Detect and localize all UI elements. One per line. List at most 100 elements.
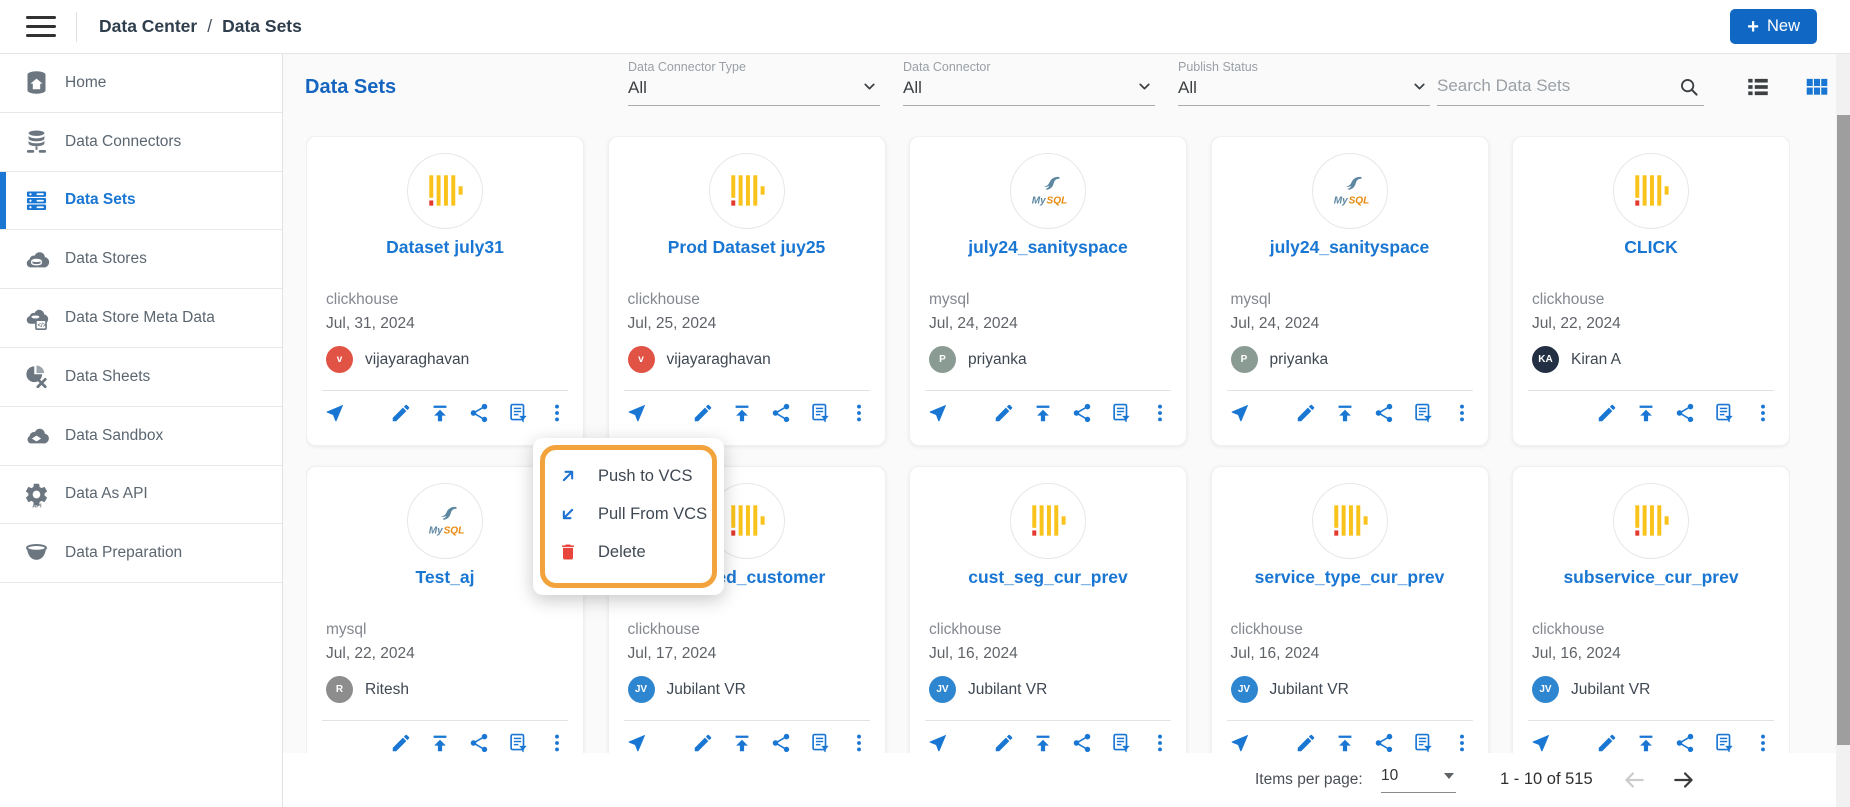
sidebar-item-data-preparation[interactable]: Data Preparation bbox=[0, 524, 282, 583]
dataset-title[interactable]: july24_sanityspace bbox=[910, 237, 1186, 259]
share-icon[interactable] bbox=[468, 402, 490, 424]
edit-icon[interactable] bbox=[1295, 732, 1317, 753]
data-filter-icon[interactable] bbox=[1713, 732, 1735, 753]
more-options-icon[interactable] bbox=[1149, 402, 1171, 424]
grid-view-icon[interactable] bbox=[1804, 74, 1830, 100]
navigate-icon[interactable] bbox=[626, 732, 648, 753]
search-icon[interactable] bbox=[1678, 76, 1700, 98]
sidebar-item-data-sets[interactable]: Data Sets bbox=[0, 172, 282, 231]
data-filter-icon[interactable] bbox=[809, 732, 831, 753]
next-page-icon[interactable] bbox=[1671, 767, 1697, 793]
sidebar-item-data-connectors[interactable]: Data Connectors bbox=[0, 113, 282, 172]
share-icon[interactable] bbox=[468, 732, 490, 753]
menu-item-push-to-vcs[interactable]: Push to VCS bbox=[533, 457, 724, 495]
scrollbar-thumb[interactable] bbox=[1837, 115, 1850, 745]
publish-icon[interactable] bbox=[731, 732, 753, 753]
navigate-icon[interactable] bbox=[1229, 732, 1251, 753]
previous-page-icon[interactable] bbox=[1621, 767, 1647, 793]
navigate-icon[interactable] bbox=[626, 402, 648, 424]
data-filter-icon[interactable] bbox=[809, 402, 831, 424]
sidebar-item-data-sheets[interactable]: Data Sheets bbox=[0, 348, 282, 407]
data-filter-icon[interactable] bbox=[1713, 402, 1735, 424]
share-icon[interactable] bbox=[770, 732, 792, 753]
filter-publish-status[interactable]: Publish Status All bbox=[1178, 60, 1430, 106]
sidebar-item-data-as-api[interactable]: API Data As API bbox=[0, 466, 282, 525]
data-filter-icon[interactable] bbox=[1110, 732, 1132, 753]
more-options-icon[interactable] bbox=[1149, 732, 1171, 753]
more-options-icon[interactable] bbox=[1451, 402, 1473, 424]
dataset-title[interactable]: july24_sanityspace bbox=[1212, 237, 1488, 259]
publish-icon[interactable] bbox=[1635, 402, 1657, 424]
publish-icon[interactable] bbox=[1032, 732, 1054, 753]
filter-data-connector-type[interactable]: Data Connector Type All bbox=[628, 60, 880, 106]
data-filter-icon[interactable] bbox=[1412, 402, 1434, 424]
menu-item-pull-from-vcs[interactable]: Pull From VCS bbox=[533, 495, 724, 533]
edit-icon[interactable] bbox=[1596, 732, 1618, 753]
dataset-title[interactable]: cust_seg_cur_prev bbox=[910, 567, 1186, 589]
more-options-icon[interactable] bbox=[546, 732, 568, 753]
publish-icon[interactable] bbox=[1334, 732, 1356, 753]
edit-icon[interactable] bbox=[1596, 402, 1618, 424]
new-button[interactable]: + New bbox=[1730, 9, 1817, 44]
breadcrumb-item-data-center[interactable]: Data Center bbox=[99, 16, 197, 37]
sidebar-item-data-store-meta-data[interactable]: </> Data Store Meta Data bbox=[0, 289, 282, 348]
publish-icon[interactable] bbox=[1032, 402, 1054, 424]
sidebar-item-home[interactable]: Home bbox=[0, 54, 282, 113]
hamburger-menu-icon[interactable] bbox=[26, 16, 56, 38]
more-options-icon[interactable] bbox=[848, 732, 870, 753]
breadcrumb-item-data-sets[interactable]: Data Sets bbox=[222, 16, 302, 37]
share-icon[interactable] bbox=[1373, 402, 1395, 424]
more-options-icon[interactable] bbox=[1451, 732, 1473, 753]
menu-item-delete[interactable]: Delete bbox=[533, 533, 724, 571]
publish-icon[interactable] bbox=[1635, 732, 1657, 753]
svg-text:My: My bbox=[1333, 195, 1347, 206]
edit-icon[interactable] bbox=[390, 732, 412, 753]
data-filter-icon[interactable] bbox=[507, 402, 529, 424]
filter-value: All bbox=[1178, 78, 1430, 98]
dataset-meta: clickhouse Jul, 16, 2024 JV Jubilant VR bbox=[1532, 621, 1770, 703]
share-icon[interactable] bbox=[1373, 732, 1395, 753]
owner-avatar: JV bbox=[1231, 676, 1258, 703]
share-icon[interactable] bbox=[1071, 402, 1093, 424]
sidebar-item-data-stores[interactable]: Data Stores bbox=[0, 230, 282, 289]
more-options-icon[interactable] bbox=[1752, 402, 1774, 424]
dataset-title[interactable]: service_type_cur_prev bbox=[1212, 567, 1488, 589]
items-per-page-select[interactable]: 10 bbox=[1381, 767, 1456, 793]
dataset-title[interactable]: CLICK bbox=[1513, 237, 1789, 259]
more-options-icon[interactable] bbox=[848, 402, 870, 424]
edit-icon[interactable] bbox=[390, 402, 412, 424]
more-options-icon[interactable] bbox=[1752, 732, 1774, 753]
svg-text:API: API bbox=[32, 504, 42, 508]
search-input[interactable] bbox=[1437, 76, 1662, 96]
edit-icon[interactable] bbox=[1295, 402, 1317, 424]
publish-icon[interactable] bbox=[429, 402, 451, 424]
filter-data-connector[interactable]: Data Connector All bbox=[903, 60, 1155, 106]
edit-icon[interactable] bbox=[993, 402, 1015, 424]
edit-icon[interactable] bbox=[692, 732, 714, 753]
more-options-icon[interactable] bbox=[546, 402, 568, 424]
list-view-icon[interactable] bbox=[1745, 74, 1771, 100]
data-filter-icon[interactable] bbox=[1110, 402, 1132, 424]
dataset-title[interactable]: subservice_cur_prev bbox=[1513, 567, 1789, 589]
navigate-icon[interactable] bbox=[324, 402, 346, 424]
dataset-title[interactable]: Dataset july31 bbox=[307, 237, 583, 259]
publish-icon[interactable] bbox=[731, 402, 753, 424]
navigate-icon[interactable] bbox=[1530, 732, 1552, 753]
share-icon[interactable] bbox=[770, 402, 792, 424]
data-filter-icon[interactable] bbox=[507, 732, 529, 753]
navigate-icon[interactable] bbox=[927, 402, 949, 424]
dataset-card: MySQL CLICK clickhouse Jul, 22, 2024 KA … bbox=[1512, 136, 1790, 446]
dataset-title[interactable]: Prod Dataset juy25 bbox=[609, 237, 885, 259]
navigate-icon[interactable] bbox=[1229, 402, 1251, 424]
share-icon[interactable] bbox=[1674, 402, 1696, 424]
owner-avatar: KA bbox=[1532, 346, 1559, 373]
data-filter-icon[interactable] bbox=[1412, 732, 1434, 753]
share-icon[interactable] bbox=[1674, 732, 1696, 753]
sidebar-item-data-sandbox[interactable]: Data Sandbox bbox=[0, 407, 282, 466]
publish-icon[interactable] bbox=[429, 732, 451, 753]
share-icon[interactable] bbox=[1071, 732, 1093, 753]
navigate-icon[interactable] bbox=[927, 732, 949, 753]
publish-icon[interactable] bbox=[1334, 402, 1356, 424]
edit-icon[interactable] bbox=[993, 732, 1015, 753]
edit-icon[interactable] bbox=[692, 402, 714, 424]
